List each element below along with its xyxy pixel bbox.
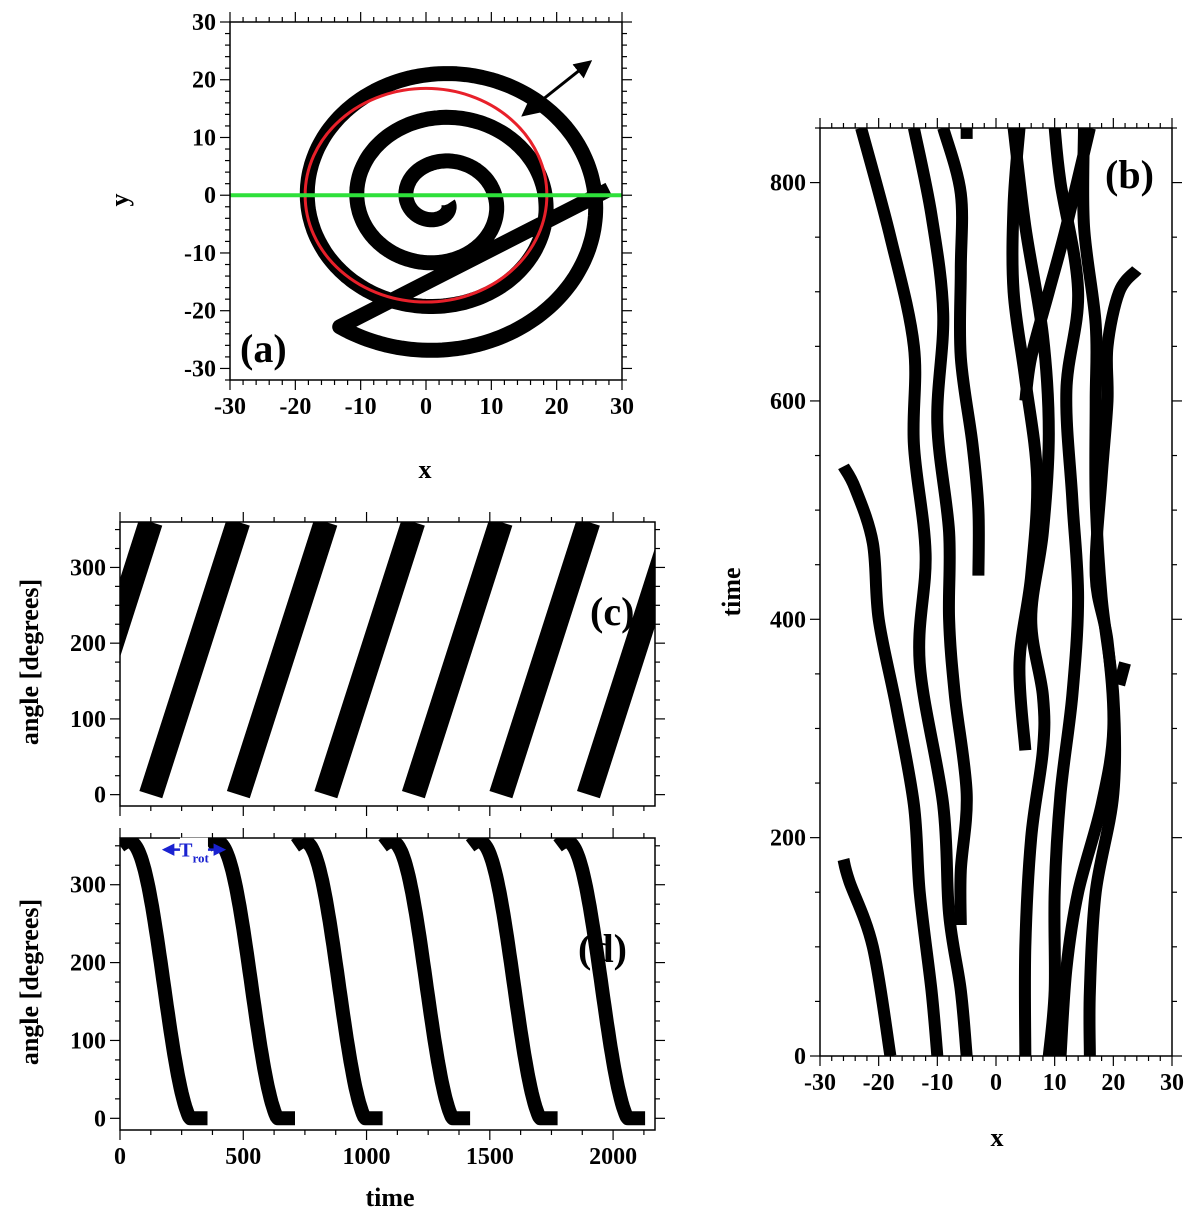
panel-d-xlabel: time	[365, 1183, 414, 1212]
y-tick-label: 300	[70, 873, 106, 899]
stripe-0	[120, 522, 163, 658]
x-tick-label: -10	[345, 394, 377, 420]
x-tick-label: 1500	[466, 1144, 514, 1170]
panel-a-label: (a)	[240, 326, 287, 371]
y-tick-label: 10	[192, 125, 216, 151]
wave-0	[120, 838, 214, 1126]
panel-a-ylabel: y	[105, 194, 134, 207]
wave-4	[464, 838, 564, 1126]
plot-area	[120, 838, 651, 1126]
y-tick-label: 0	[794, 1044, 806, 1070]
y-tick-label: 200	[70, 951, 106, 977]
panel-a-xlabel: x	[419, 455, 432, 484]
y-tick-label: 0	[204, 183, 216, 209]
trot-annotation: Trot	[161, 837, 227, 866]
x-tick-label: 0	[420, 394, 432, 420]
x-tick-label: -20	[863, 1070, 895, 1096]
stripe-4	[401, 522, 513, 799]
y-tick-label: 400	[770, 607, 806, 633]
plot-area	[120, 522, 655, 799]
panel-c: 0 100 200 300 (c) angle [degrees]	[15, 512, 665, 816]
y-tick-label: 30	[192, 10, 216, 36]
panel-c-plot: 0 100 200 300	[70, 512, 665, 816]
stripe-1	[838, 463, 944, 1056]
y-tick-label: -20	[184, 299, 216, 325]
wave-1	[201, 838, 301, 1126]
x-tick-label: -30	[214, 394, 246, 420]
stripe-5	[489, 522, 600, 799]
stripe-6	[577, 548, 655, 799]
y-tick-label: 600	[770, 389, 806, 415]
x-tick-label: -20	[279, 394, 311, 420]
panel-b: -30 -20 -10 0 10 20 30 0 200 400 600 800 (b) x time	[717, 118, 1184, 1152]
stripe-3	[908, 128, 973, 926]
wave-5	[551, 838, 651, 1126]
x-tick-label: 0	[990, 1070, 1002, 1096]
x-tick-label: 20	[1101, 1070, 1125, 1096]
x-tick-label: 1000	[343, 1144, 391, 1170]
panel-d-plot: 0 500 1000 1500 2000 0 100 200 300	[70, 828, 665, 1170]
stripe-12	[1019, 128, 1096, 402]
y-tick-label: 100	[70, 707, 106, 733]
x-tick-label: 0	[114, 1144, 126, 1170]
plot-frame	[119, 837, 656, 1131]
panel-b-xlabel: x	[991, 1123, 1004, 1152]
panel-b-label: (b)	[1105, 152, 1154, 197]
y-tick-label: 0	[94, 783, 106, 809]
stripe-1	[139, 522, 250, 799]
y-tick-label: 0	[94, 1106, 106, 1132]
stripe-2	[226, 522, 338, 799]
panel-b-plot: -30 -20 -10 0 10 20 30 0 200 400 600 800	[770, 118, 1184, 1096]
plot-area	[837, 128, 1142, 1056]
x-tick-label: 2000	[589, 1144, 637, 1170]
panel-a-plot: -30 -20 -10 0 10 20 30 -30 -20 -10 0 10 20 30	[184, 10, 634, 420]
stripe-7	[1006, 128, 1044, 751]
x-tick-label: 30	[610, 394, 634, 420]
y-tick-label: -30	[184, 356, 216, 382]
stripe-0	[837, 858, 897, 1056]
y-tick-label: 300	[70, 555, 106, 581]
double-arrow	[521, 60, 593, 117]
wave-2	[289, 838, 389, 1126]
plot-area	[230, 66, 622, 358]
x-tick-label: 10	[479, 394, 503, 420]
y-tick-label: -10	[184, 241, 216, 267]
panel-b-ylabel: time	[717, 567, 746, 616]
x-tick-label: 20	[545, 394, 569, 420]
y-tick-label: 100	[70, 1028, 106, 1054]
x-tick-label: 500	[225, 1144, 261, 1170]
x-tick-label: 10	[1043, 1070, 1067, 1096]
y-tick-label: 200	[770, 826, 806, 852]
stripe-4	[937, 128, 985, 576]
panel-d-label: (d)	[578, 926, 627, 971]
stripe-3	[314, 522, 425, 799]
y-tick-label: 800	[770, 171, 806, 197]
x-tick-label: 30	[1160, 1070, 1184, 1096]
trot-label-background	[179, 837, 208, 862]
wave-3	[376, 838, 476, 1126]
stripe-8	[1042, 128, 1085, 1056]
y-tick-label: 20	[192, 68, 216, 94]
panel-d: 0 500 1000 1500 2000 0 100 200 300 (d) time angl…	[15, 828, 665, 1212]
panel-d-ylabel: angle [degrees]	[15, 899, 44, 1065]
stripe-10	[1054, 265, 1142, 1056]
trot-label: Trot	[179, 840, 209, 866]
x-tick-label: -30	[804, 1070, 836, 1096]
stripe-11	[1113, 661, 1131, 687]
stripe-6	[1007, 128, 1055, 1056]
plot-frame	[119, 521, 656, 807]
x-tick-label: -10	[921, 1070, 953, 1096]
y-tick-label: 200	[70, 631, 106, 657]
stripe-2	[855, 128, 973, 1056]
panel-a: -30 -20 -10 0 10 20 30 -30 -20 -10 0 10 20 30 (a) x y	[105, 10, 634, 484]
spiral-wave	[299, 66, 613, 358]
panel-c-label: (c)	[590, 589, 634, 634]
panel-c-ylabel: angle [degrees]	[15, 579, 44, 745]
